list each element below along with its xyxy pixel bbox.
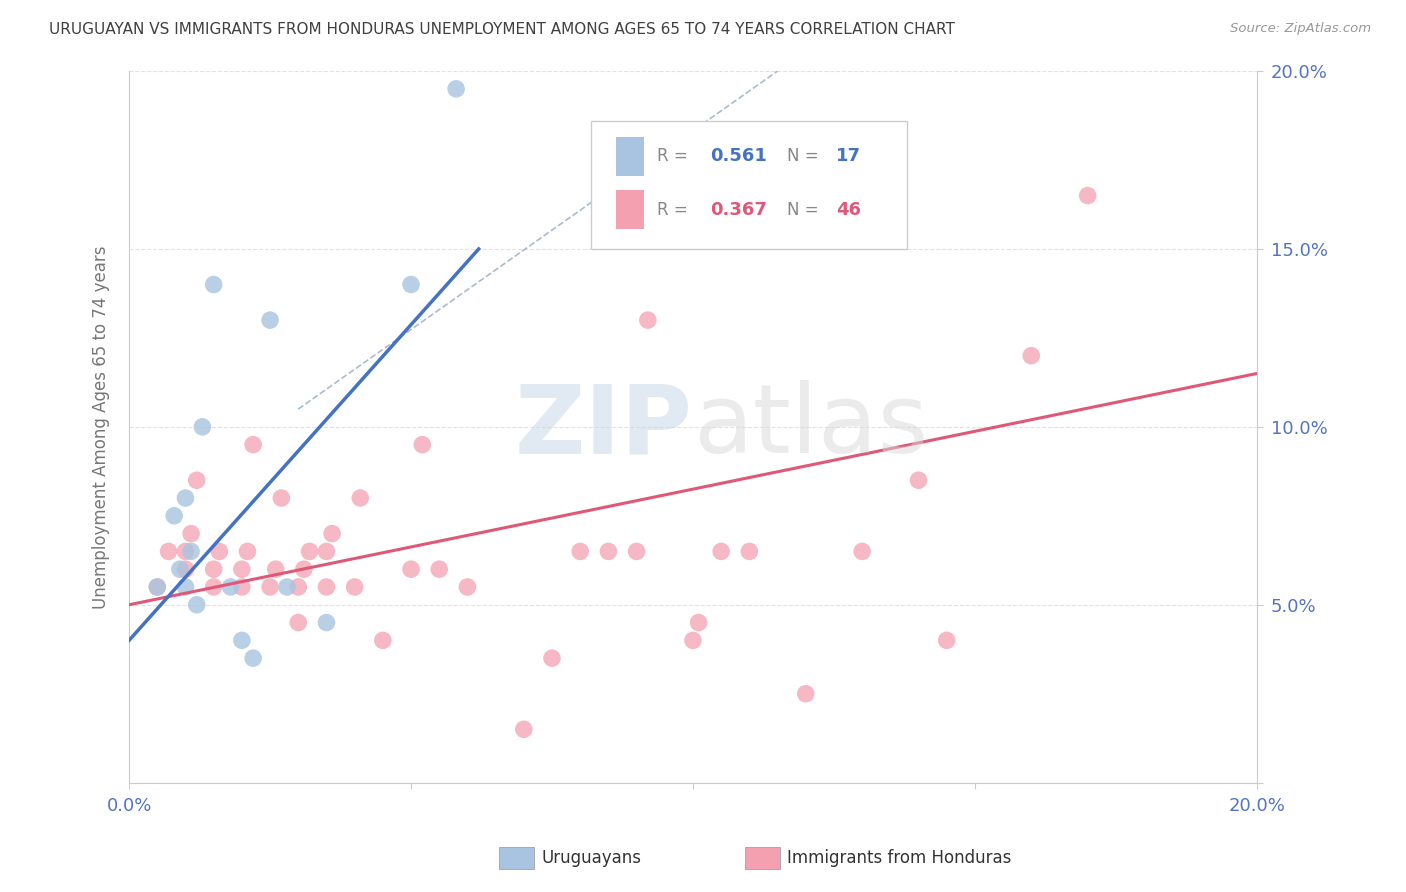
Point: [315, 544, 337, 558]
Point: [315, 580, 337, 594]
Point: [219, 580, 242, 594]
Point: [444, 82, 467, 96]
Point: [1019, 349, 1042, 363]
Point: [242, 437, 264, 451]
Point: [456, 580, 478, 594]
Point: [236, 544, 259, 558]
Point: [163, 508, 186, 523]
Point: [298, 544, 321, 558]
Point: [411, 437, 433, 451]
Point: [231, 562, 253, 576]
Text: Source: ZipAtlas.com: Source: ZipAtlas.com: [1230, 22, 1371, 36]
Point: [371, 633, 394, 648]
Point: [1077, 188, 1099, 202]
Text: R =: R =: [657, 201, 693, 219]
Point: [174, 580, 197, 594]
Point: [682, 633, 704, 648]
FancyBboxPatch shape: [592, 121, 907, 249]
Point: [513, 723, 536, 737]
FancyBboxPatch shape: [616, 190, 644, 229]
Point: [343, 580, 366, 594]
Point: [738, 544, 761, 558]
Text: N =: N =: [786, 201, 824, 219]
Point: [321, 526, 343, 541]
Text: 0.561: 0.561: [710, 147, 766, 165]
Text: URUGUAYAN VS IMMIGRANTS FROM HONDURAS UNEMPLOYMENT AMONG AGES 65 TO 74 YEARS COR: URUGUAYAN VS IMMIGRANTS FROM HONDURAS UN…: [49, 22, 955, 37]
Point: [851, 544, 873, 558]
Text: ZIP: ZIP: [515, 380, 693, 474]
Point: [174, 544, 197, 558]
Point: [186, 473, 208, 487]
Text: Uruguayans: Uruguayans: [541, 849, 641, 867]
Text: Immigrants from Honduras: Immigrants from Honduras: [787, 849, 1012, 867]
Point: [202, 277, 225, 292]
Point: [626, 544, 648, 558]
Text: 17: 17: [837, 147, 862, 165]
Text: N =: N =: [786, 147, 824, 165]
Point: [270, 491, 292, 505]
Point: [180, 526, 202, 541]
Point: [710, 544, 733, 558]
Text: atlas: atlas: [693, 380, 928, 474]
Point: [688, 615, 710, 630]
Point: [349, 491, 371, 505]
Point: [935, 633, 957, 648]
Point: [259, 580, 281, 594]
Text: 0.367: 0.367: [710, 201, 766, 219]
Point: [541, 651, 564, 665]
Point: [907, 473, 929, 487]
FancyBboxPatch shape: [616, 136, 644, 176]
Point: [292, 562, 315, 576]
Point: [287, 580, 309, 594]
Text: 46: 46: [837, 201, 862, 219]
Point: [259, 313, 281, 327]
Y-axis label: Unemployment Among Ages 65 to 74 years: Unemployment Among Ages 65 to 74 years: [93, 245, 110, 608]
Point: [169, 562, 191, 576]
Point: [146, 580, 169, 594]
Point: [598, 544, 620, 558]
Point: [399, 277, 422, 292]
Point: [287, 615, 309, 630]
Point: [157, 544, 180, 558]
Point: [315, 615, 337, 630]
Point: [191, 420, 214, 434]
Point: [399, 562, 422, 576]
Point: [202, 562, 225, 576]
Point: [186, 598, 208, 612]
Point: [208, 544, 231, 558]
Point: [264, 562, 287, 576]
Point: [231, 633, 253, 648]
Point: [231, 580, 253, 594]
Point: [794, 687, 817, 701]
Point: [180, 544, 202, 558]
Point: [637, 313, 659, 327]
Point: [146, 580, 169, 594]
Point: [427, 562, 450, 576]
Point: [276, 580, 298, 594]
Point: [242, 651, 264, 665]
Point: [174, 562, 197, 576]
Point: [569, 544, 592, 558]
Point: [202, 580, 225, 594]
Point: [174, 491, 197, 505]
Text: R =: R =: [657, 147, 693, 165]
